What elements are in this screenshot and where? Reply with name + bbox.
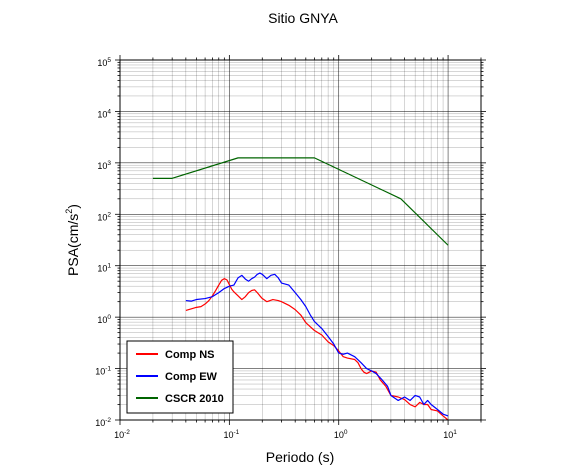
plot-frame [119,59,482,421]
grid [119,59,482,421]
axis-ticks [115,55,486,425]
y-tick-label: 100 [97,314,111,325]
series-layer [152,157,449,421]
series-line-1 [185,278,449,421]
legend-label: Comp EW [165,371,218,383]
x-tick-label: 10-2 [114,429,130,440]
y-tick-label: 102 [97,211,111,222]
y-axis-label-base: PSA(cm/s [65,214,81,276]
legend-label: CSCR 2010 [165,393,224,405]
y-tick-label: 103 [97,160,111,171]
legend-label: Comp NS [165,349,215,361]
chart-title: Sitio GNYA [268,10,338,26]
y-tick-label: 10-2 [95,417,111,428]
y-axis-label: PSA(cm/s2) [64,204,81,276]
y-tick-label: 105 [97,57,111,68]
y-axis-label-sup: 2 [64,209,74,214]
x-tick-label: 100 [334,429,348,440]
y-tick-label: 101 [97,263,111,274]
x-tick-label: 10-1 [223,429,239,440]
y-tick-label: 104 [97,108,111,119]
legend: Comp NS Comp EW CSCR 2010 [126,340,234,414]
y-axis-label-close: ) [65,204,81,209]
series-line-2 [185,272,449,417]
series-line-3 [152,157,449,246]
axis-tick-labels: 10-2 10-1 100 101 10-2 10-1 100 101 102 103 104 105 [95,57,457,440]
x-axis-label: Periodo (s) [266,449,334,465]
x-tick-label: 101 [443,429,457,440]
y-tick-label: 10-1 [95,366,111,377]
